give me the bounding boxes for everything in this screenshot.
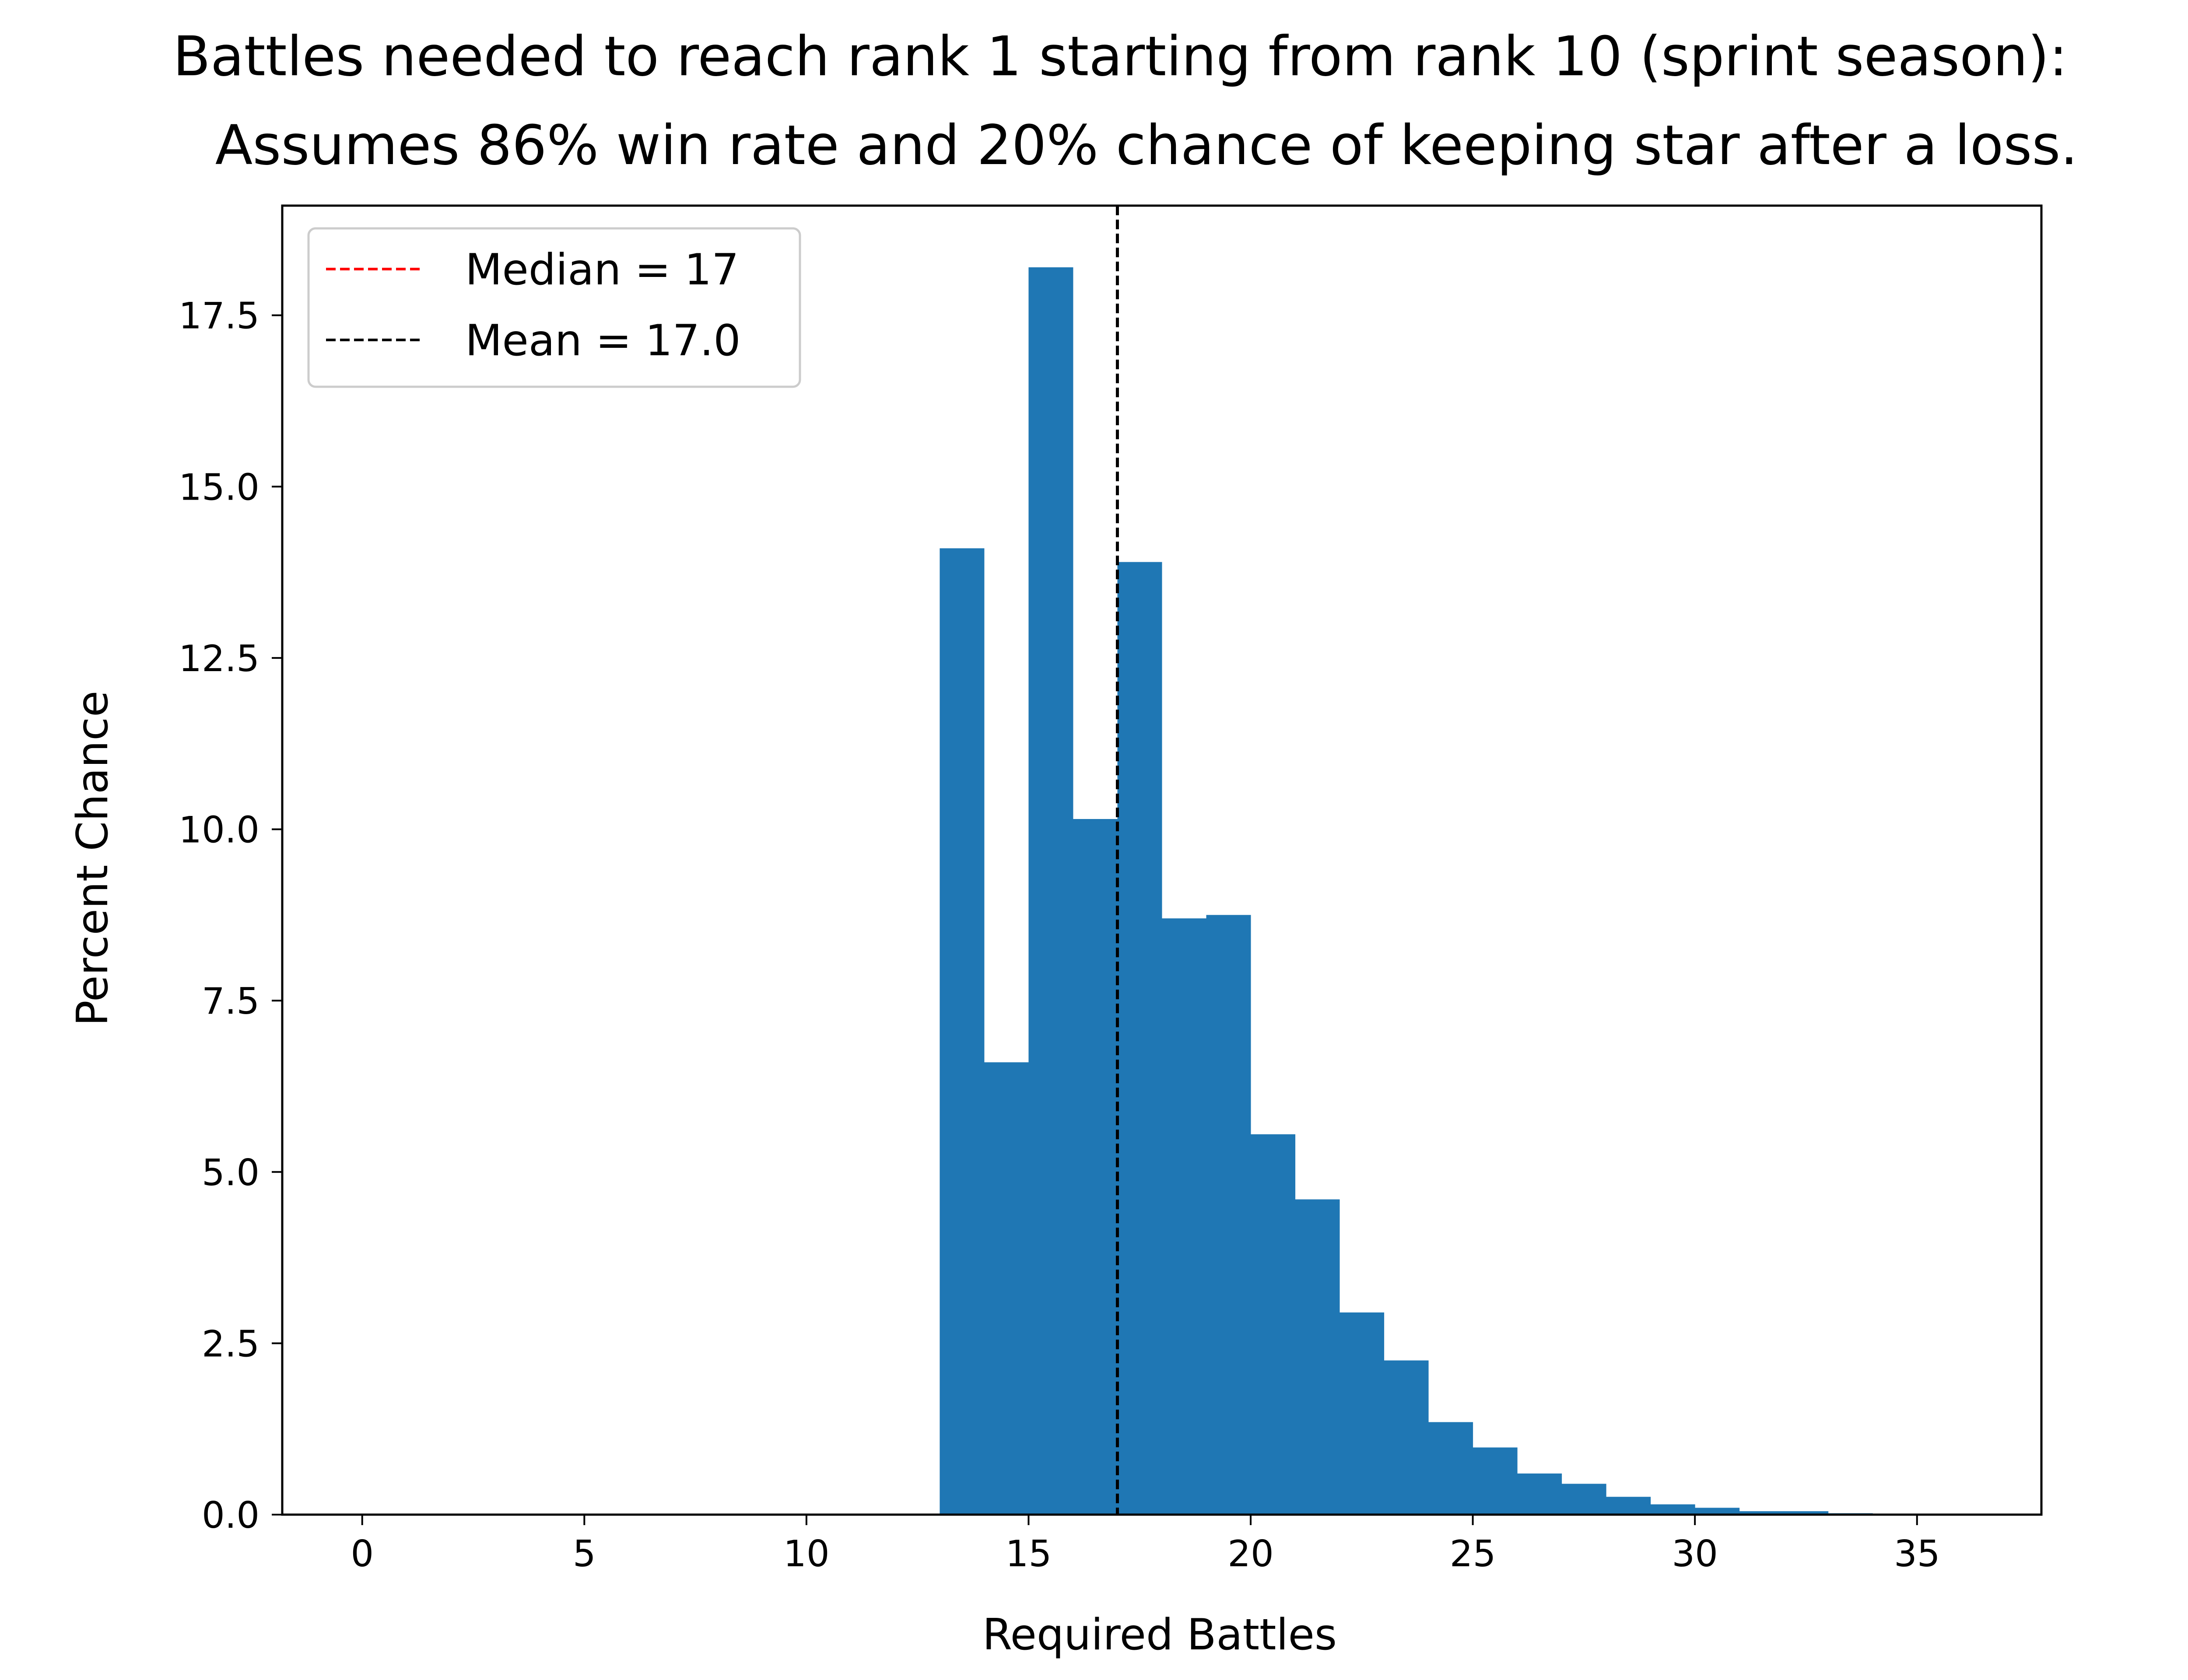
- plot-frame: [281, 204, 2043, 1516]
- histogram-bar-25: [1473, 1447, 1518, 1515]
- histogram-bar-21: [1295, 1199, 1340, 1515]
- legend-mean-label: Mean = 17.0: [465, 316, 741, 366]
- histogram-bars: [940, 267, 1962, 1515]
- y-tick-label: 15.0: [179, 466, 259, 508]
- x-tick-label: 5: [573, 1533, 596, 1575]
- histogram-bar-30: [1695, 1508, 1740, 1515]
- histogram-bar-17: [1117, 562, 1162, 1515]
- x-tick-label: 15: [1006, 1533, 1052, 1575]
- histogram-bar-18: [1162, 918, 1207, 1515]
- histogram-bar-23: [1384, 1360, 1429, 1515]
- legend-box: [307, 227, 801, 388]
- x-tick-label: 25: [1450, 1533, 1496, 1575]
- histogram-bar-15: [1028, 267, 1073, 1515]
- histogram-bar-32: [1784, 1511, 1829, 1515]
- histogram-bar-20: [1251, 1134, 1296, 1515]
- histogram-bar-19: [1206, 915, 1251, 1515]
- histogram-bar-22: [1339, 1312, 1385, 1515]
- histogram-bar-24: [1428, 1422, 1473, 1515]
- legend: Median = 17 Mean = 17.0: [307, 227, 801, 388]
- x-tick-label: 0: [351, 1533, 374, 1575]
- x-axis-ticks: 0 5 10 15 20 25 30 35: [351, 1515, 1940, 1575]
- x-tick-label: 10: [783, 1533, 830, 1575]
- y-tick-label: 10.0: [179, 809, 259, 851]
- x-tick-label: 35: [1894, 1533, 1940, 1575]
- y-axis-ticks: 0.0 2.5 5.0 7.5 10.0 12.5 15.0 17.5: [179, 295, 282, 1536]
- histogram-bar-27: [1561, 1484, 1606, 1515]
- y-tick-label: 0.0: [202, 1494, 259, 1536]
- y-tick-label: 12.5: [179, 637, 259, 680]
- x-tick-label: 20: [1227, 1533, 1274, 1575]
- y-tick-label: 2.5: [202, 1323, 259, 1365]
- histogram-bar-16: [1073, 819, 1118, 1515]
- x-axis-label: Required Battles: [982, 1610, 1337, 1660]
- histogram-bar-31: [1739, 1511, 1784, 1515]
- histogram-bar-29: [1650, 1504, 1695, 1515]
- y-tick-label: 17.5: [179, 295, 259, 337]
- chart-subtitle: Assumes 86% win rate and 20% chance of k…: [215, 114, 2078, 177]
- legend-median-label: Median = 17: [465, 245, 739, 295]
- histogram-bar-26: [1517, 1474, 1562, 1515]
- histogram-bar-28: [1606, 1497, 1651, 1515]
- y-axis-label: Percent Chance: [68, 691, 118, 1026]
- histogram-bar-13: [940, 548, 985, 1515]
- chart-title: Battles needed to reach rank 1 starting …: [173, 25, 2067, 88]
- histogram-bar-14: [984, 1062, 1029, 1515]
- y-tick-label: 7.5: [202, 980, 259, 1022]
- y-tick-label: 5.0: [202, 1152, 259, 1194]
- x-tick-label: 30: [1672, 1533, 1718, 1575]
